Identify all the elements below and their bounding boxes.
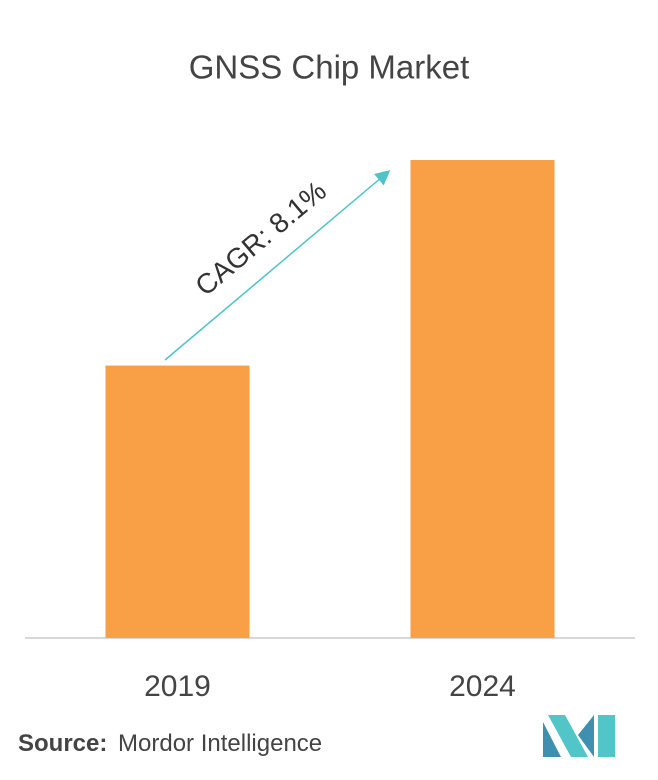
source-label: Source:: [18, 730, 107, 757]
cagr-arrow: [164, 170, 391, 361]
cagr-annotation: CAGR: 8.1%: [189, 175, 332, 302]
x-tick-label: 2024: [449, 670, 516, 703]
chart-title: GNSS Chip Market: [189, 49, 470, 86]
source: Source: Mordor Intelligence: [18, 730, 322, 757]
x-tick-label: 2019: [144, 670, 211, 703]
bar: [410, 160, 555, 638]
source-name: Mordor Intelligence: [118, 730, 322, 757]
bar: [105, 365, 250, 638]
logo: [543, 715, 615, 757]
